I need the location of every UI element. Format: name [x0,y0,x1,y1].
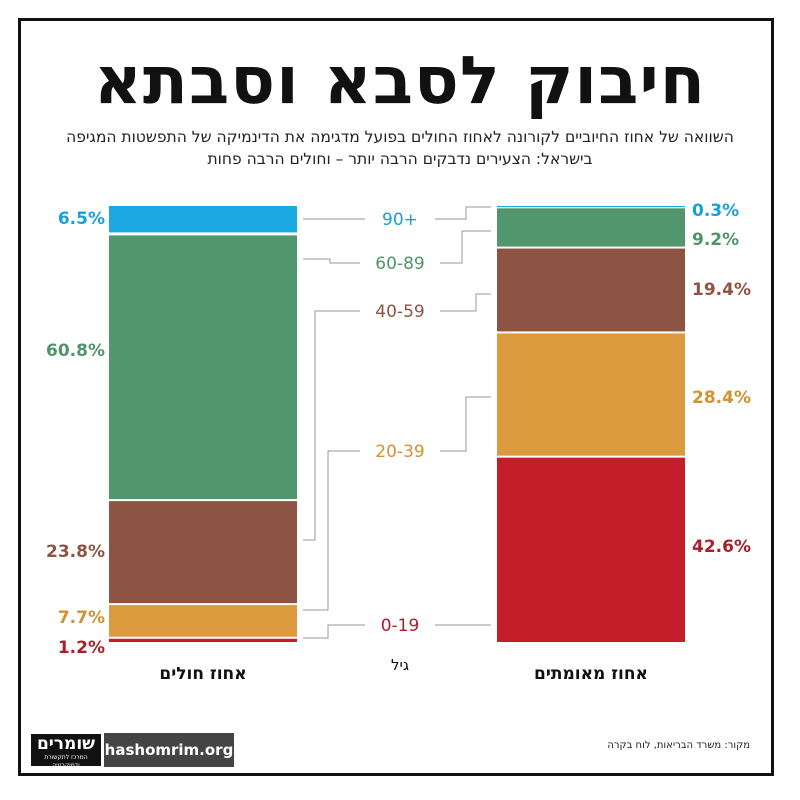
age-label-40-59: 40-59 [375,302,424,322]
logo-main-text: שומרים [36,734,96,754]
age-axis-label: גיל [391,656,409,674]
connector-left-60-89 [303,258,360,264]
site-link[interactable]: hashomrim.org [104,733,234,767]
connector-left-40-59 [303,310,360,541]
page-subtitle: השוואה של אחוז החיוביים לקורונה לאחוז הח… [66,128,734,168]
bar-segment-confirmed-90+ [497,206,685,208]
pct-label-patients-60-89: 60.8% [46,341,105,361]
page-title: חיבוק לסבא וסבתא [93,42,707,119]
connector-right-40-59 [440,293,491,312]
age-label-0-19: 0-19 [381,616,420,636]
connector-right-90+ [435,206,491,220]
connector-right-60-89 [440,230,491,264]
pct-label-patients-0-19: 1.2% [58,638,105,658]
age-label-20-39: 20-39 [375,442,424,462]
pct-label-patients-90+: 6.5% [58,209,105,229]
bar-segment-patients-90+ [109,206,297,233]
bar-segment-confirmed-40-59 [497,248,685,332]
bar-segment-confirmed-60-89 [497,208,685,247]
bar-segment-patients-60-89 [109,235,297,500]
bar-segment-patients-20-39 [109,605,297,637]
pct-label-confirmed-90+: 0.3% [692,201,739,221]
pct-label-patients-40-59: 23.8% [46,542,105,562]
shomrim-logo: שומרים המרכז לתקשורת ודמוקרטיה [30,733,102,769]
bar-segment-patients-40-59 [109,501,297,604]
connector-left-20-39 [303,450,360,611]
bar-segment-confirmed-0-19 [497,457,685,642]
pct-label-confirmed-0-19: 42.6% [692,537,751,557]
logo-sub-text: המרכז לתקשורת ודמוקרטיה [44,754,88,769]
bar-segment-confirmed-20-39 [497,333,685,456]
pct-label-patients-20-39: 7.7% [58,608,105,628]
bar-axis-label-patients: אחוז חולים [159,664,246,684]
bar-segment-patients-0-19 [109,638,297,642]
connector-right-20-39 [440,396,491,452]
pct-label-confirmed-40-59: 19.4% [692,280,751,300]
pct-label-confirmed-60-89: 9.2% [692,230,739,250]
bar-axis-label-confirmed: אחוז מאומתים [534,664,648,684]
source-note: מקור: משרד הבריאות, לוח בקרה [607,740,750,751]
pct-label-confirmed-20-39: 28.4% [692,388,751,408]
age-label-90+: 90+ [382,210,418,230]
age-label-60-89: 60-89 [375,254,424,274]
connector-left-0-19 [303,624,365,639]
